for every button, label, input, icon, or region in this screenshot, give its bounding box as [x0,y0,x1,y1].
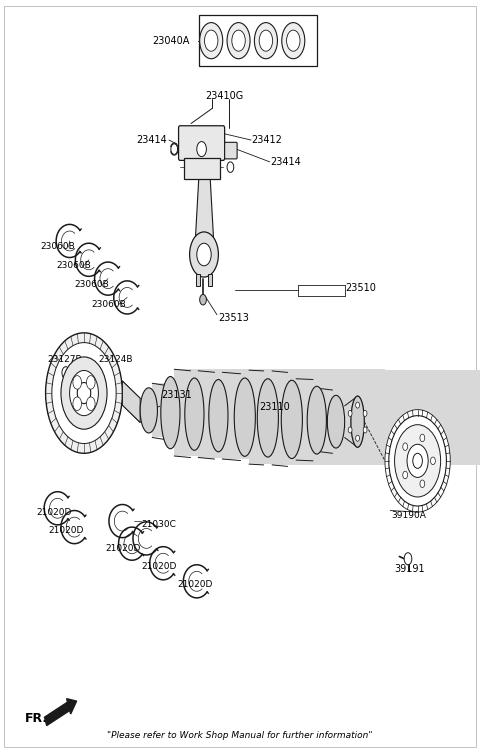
Circle shape [197,243,211,266]
Bar [249,370,480,464]
FancyBboxPatch shape [179,126,225,160]
Circle shape [348,410,352,416]
Bar [198,370,433,458]
Circle shape [52,343,116,444]
Circle shape [200,23,223,59]
Text: 23414: 23414 [136,135,167,145]
Text: "Please refer to Work Shop Manual for further information": "Please refer to Work Shop Manual for fu… [107,731,373,740]
Bar [222,372,480,459]
Circle shape [420,434,425,442]
Text: 21020D: 21020D [106,544,141,553]
Ellipse shape [327,395,345,448]
Polygon shape [122,381,140,422]
Circle shape [403,471,408,479]
Text: 21020D: 21020D [178,580,213,589]
Circle shape [86,397,95,410]
Ellipse shape [209,380,228,452]
Bar [208,274,212,286]
Ellipse shape [140,388,157,433]
Text: 23124B: 23124B [98,355,133,364]
Circle shape [363,427,367,433]
Text: 23060B: 23060B [57,261,91,270]
Ellipse shape [234,378,255,456]
Circle shape [62,367,70,379]
Circle shape [395,425,441,497]
Circle shape [61,357,107,429]
Text: 23410G: 23410G [205,90,244,101]
Circle shape [46,333,122,453]
Circle shape [287,30,300,51]
Circle shape [363,410,367,416]
Text: 23127B: 23127B [47,355,82,364]
Circle shape [204,30,218,51]
Text: 21020D: 21020D [142,562,177,571]
Text: 23412: 23412 [252,135,282,145]
Circle shape [420,480,425,487]
Bar [199,15,317,66]
Text: 21030C: 21030C [142,520,177,529]
Ellipse shape [307,386,326,454]
Bar [272,371,480,465]
Text: 21020D: 21020D [48,526,84,535]
Text: 23110: 23110 [259,401,290,412]
Circle shape [413,453,422,468]
Circle shape [385,410,450,512]
Circle shape [431,457,435,465]
Circle shape [356,435,360,441]
Text: 39191: 39191 [395,564,425,575]
FancyArrow shape [45,699,77,726]
Text: 23060B: 23060B [91,300,126,309]
Text: 23513: 23513 [218,312,249,323]
Bar [152,383,337,437]
Circle shape [77,383,91,404]
Circle shape [190,232,218,277]
Circle shape [389,416,446,506]
Circle shape [73,376,82,389]
FancyBboxPatch shape [225,142,237,159]
Bar [296,379,480,460]
Polygon shape [195,179,214,239]
Ellipse shape [281,380,302,459]
Ellipse shape [351,396,364,447]
Bar [174,369,385,456]
Text: 23131: 23131 [161,390,192,401]
Circle shape [282,23,305,59]
Text: 21020D: 21020D [36,508,72,517]
Circle shape [227,162,234,172]
Ellipse shape [161,376,180,449]
Circle shape [356,402,360,408]
Text: 23414: 23414 [270,157,301,167]
Circle shape [227,23,250,59]
Text: 23510: 23510 [346,283,376,294]
Ellipse shape [185,378,204,450]
Circle shape [407,444,428,477]
Circle shape [200,294,206,305]
Circle shape [70,370,98,416]
Circle shape [197,142,206,157]
Circle shape [73,397,82,410]
Text: 39190A: 39190A [391,511,426,520]
Bar [196,274,200,286]
Text: 23060B: 23060B [41,242,75,252]
Text: FR.: FR. [25,712,48,725]
Circle shape [254,23,277,59]
Ellipse shape [257,379,278,457]
Circle shape [348,427,352,433]
Circle shape [403,443,408,450]
Text: 23060B: 23060B [74,280,109,289]
Bar [345,406,358,437]
Circle shape [259,30,273,51]
Circle shape [404,553,412,565]
Circle shape [86,376,95,389]
Text: 23040A: 23040A [153,35,190,46]
Circle shape [232,30,245,51]
Bar [183,158,219,179]
Circle shape [171,144,178,154]
Bar [321,389,480,452]
